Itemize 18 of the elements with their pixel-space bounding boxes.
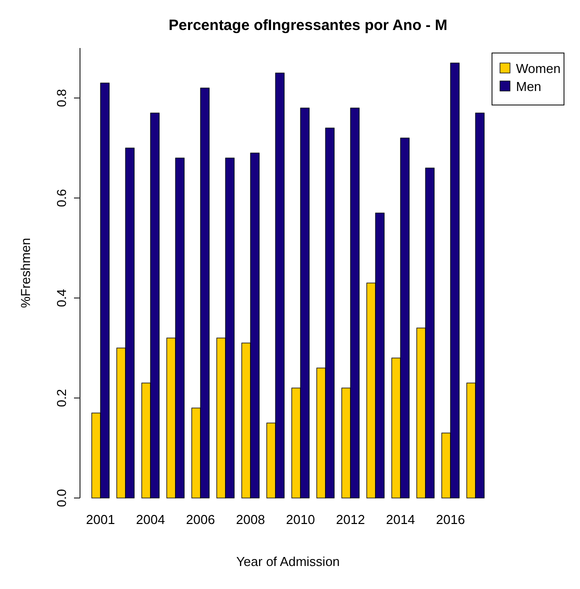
legend-label: Women xyxy=(516,61,561,76)
legend-label: Men xyxy=(516,79,542,94)
y-axis-title: %Freshmen xyxy=(18,238,33,308)
y-tick-label: 0.8 xyxy=(54,88,69,108)
x-axis-title: Year of Admission xyxy=(236,554,340,569)
x-tick-label: 2014 xyxy=(386,512,415,527)
x-tick-label: 2006 xyxy=(186,512,215,527)
y-tick-label: 0.2 xyxy=(54,388,69,408)
y-tick-label: 0.6 xyxy=(54,188,69,208)
x-tick-label: 2010 xyxy=(286,512,315,527)
x-tick-label: 2008 xyxy=(236,512,265,527)
x-tick-label: 2001 xyxy=(86,512,115,527)
x-tick-label: 2016 xyxy=(436,512,465,527)
y-tick-label: 0.4 xyxy=(54,288,69,308)
y-tick-label: 0.0 xyxy=(54,488,69,508)
x-tick-label: 2004 xyxy=(136,512,165,527)
x-tick-label: 2012 xyxy=(336,512,365,527)
chart-title: Percentage ofIngressantes por Ano - M xyxy=(168,17,448,34)
